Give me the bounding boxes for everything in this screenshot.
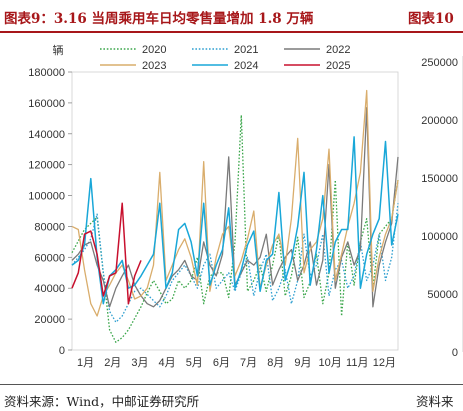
- next-source-note: 资料来: [416, 394, 454, 409]
- legend-label-2023: 2023: [142, 60, 166, 72]
- x-tick-label: 10月: [318, 357, 341, 369]
- y-tick-label: 120000: [28, 160, 65, 172]
- source-note: 资料来源：Wind，中邮证券研究所: [4, 394, 200, 409]
- y-axis: 0 20000 40000 60000 80000 100000 120000 140000 1…: [28, 43, 399, 357]
- x-tick-label: 5月: [186, 357, 203, 369]
- legend-label-2020: 2020: [142, 44, 166, 56]
- figure-title: 图表9：3.16 当周乘用车日均零售量增加 1.8 万辆: [4, 11, 314, 27]
- y-tick-label: 80000: [34, 221, 65, 233]
- right-y-tick-label: 150000: [421, 173, 458, 185]
- right-chart-frame: 0 50000 100000 150000 200000 250000: [421, 56, 463, 359]
- y-tick-label: 140000: [28, 129, 65, 141]
- series-line-2025: [71, 202, 142, 305]
- x-tick-label: 7月: [240, 357, 257, 369]
- header: 图表9：3.16 当周乘用车日均零售量增加 1.8 万辆 图表10: [0, 0, 463, 36]
- x-tick-label: 9月: [294, 357, 311, 369]
- plot-area: [71, 89, 399, 343]
- x-tick-label: 2月: [104, 357, 121, 369]
- x-tick-label: 8月: [267, 357, 284, 369]
- footer-rule: [0, 384, 463, 385]
- legend-label-2024: 2024: [234, 60, 258, 72]
- x-tick-label: 4月: [159, 357, 176, 369]
- weekly-retail-chart: 0 50000 100000 150000 200000 250000 0 20000 400…: [28, 43, 463, 369]
- y-tick-label: 40000: [34, 283, 65, 295]
- y-tick-label: 60000: [34, 252, 65, 264]
- plot-frame: [71, 71, 399, 351]
- series-line-2020: [71, 114, 399, 343]
- right-y-tick-label: 200000: [421, 115, 458, 127]
- x-tick-label: 12月: [373, 357, 396, 369]
- x-axis: 1月 2月 3月 4月 5月 6月 7月 8月 9月 10月 11月 12月: [77, 357, 396, 369]
- y-tick-label: 20000: [34, 314, 65, 326]
- legend-label-2021: 2021: [234, 44, 258, 56]
- footer: 资料来源：Wind，中邮证券研究所 资料来: [0, 384, 463, 411]
- y-tick-label: 100000: [28, 191, 65, 203]
- y-axis-label: 辆: [53, 43, 64, 57]
- legend: 2020 2021 2022 2023 2024 2025: [100, 44, 350, 72]
- right-y-tick-label: 250000: [421, 57, 458, 69]
- x-tick-label: 11月: [346, 357, 368, 369]
- legend-label-2025: 2025: [326, 60, 350, 72]
- next-figure-title: 图表10: [408, 11, 454, 27]
- right-y-tick-label: 0: [452, 347, 458, 359]
- right-y-tick-label: 100000: [421, 231, 458, 243]
- x-tick-label: 1月: [77, 357, 94, 369]
- y-tick-label: 0: [59, 345, 65, 357]
- legend-label-2022: 2022: [326, 44, 350, 56]
- y-tick-label: 160000: [28, 98, 65, 110]
- y-tick-label: 180000: [28, 67, 65, 79]
- right-y-tick-label: 50000: [427, 289, 458, 301]
- x-tick-label: 3月: [131, 357, 148, 369]
- x-tick-label: 6月: [213, 357, 230, 369]
- header-rule: [0, 31, 463, 33]
